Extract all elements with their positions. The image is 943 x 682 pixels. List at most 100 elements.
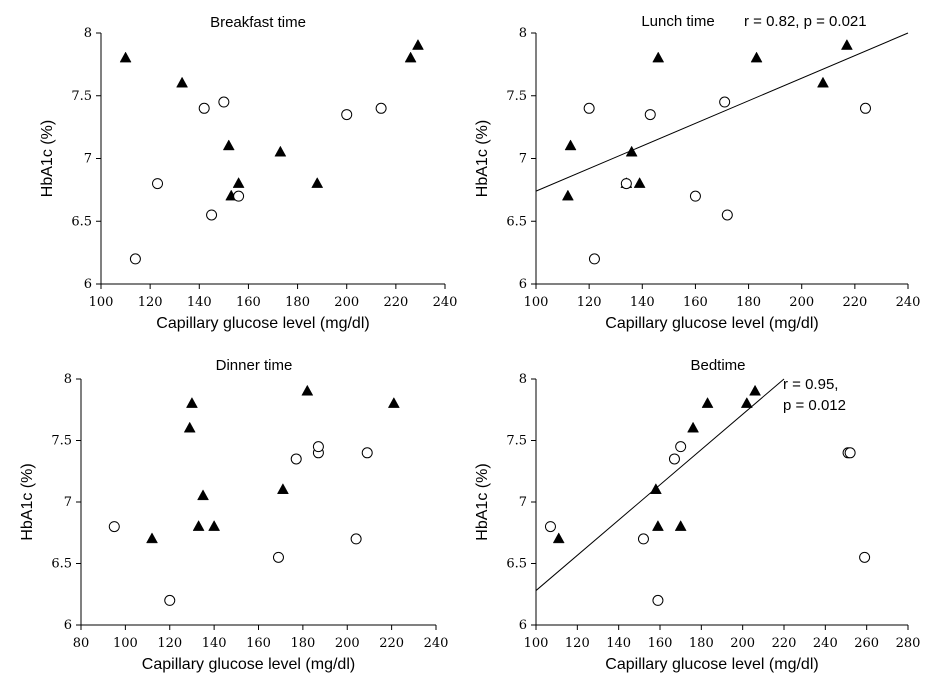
annotation-text: r = 0.95, — [783, 376, 838, 393]
y-tick-label: 8 — [519, 26, 527, 41]
y-axis-label: HbA1c (%) — [474, 120, 491, 197]
data-point-circle — [361, 447, 373, 459]
data-point-circle — [341, 109, 353, 121]
data-point-triangle — [404, 51, 417, 63]
data-point-circle — [233, 190, 245, 202]
data-point-triangle — [561, 189, 574, 201]
data-point-circle — [644, 109, 656, 121]
chart-title: Dinner time — [216, 357, 293, 374]
y-tick-label: 7.5 — [506, 434, 527, 449]
data-point-circle — [218, 96, 230, 108]
x-axis-label: Capillary glucose level (mg/dl) — [605, 656, 818, 673]
x-tick-label: 80 — [73, 636, 90, 651]
y-axis-label: HbA1c (%) — [19, 463, 36, 540]
x-tick-label: 160 — [648, 636, 673, 651]
data-point-circle — [719, 96, 731, 108]
y-tick-label: 8 — [64, 372, 72, 387]
data-point-circle — [544, 521, 556, 533]
x-tick-label: 180 — [736, 295, 761, 310]
regression-line — [535, 32, 909, 192]
data-point-triangle — [701, 397, 714, 408]
y-tick-label: 6.5 — [71, 214, 92, 229]
data-point-circle — [164, 594, 176, 606]
data-point-triangle — [192, 520, 205, 531]
y-tick-label: 6 — [64, 618, 72, 633]
y-tick-label: 7 — [64, 495, 72, 510]
x-tick-label: 140 — [606, 636, 631, 651]
x-tick-label: 180 — [285, 295, 310, 310]
x-tick-label: 140 — [187, 295, 212, 310]
y-tick-label: 7.5 — [51, 434, 72, 449]
data-point-triangle — [176, 76, 189, 88]
data-point-triangle — [674, 520, 687, 531]
x-tick-label: 240 — [813, 636, 838, 651]
data-point-triangle — [387, 397, 400, 408]
y-axis-label: HbA1c (%) — [474, 463, 491, 540]
data-point-circle — [859, 102, 871, 114]
data-point-triangle — [840, 39, 853, 50]
data-point-triangle — [625, 145, 638, 157]
data-point-circle — [152, 178, 164, 190]
annotation-text: p = 0.012 — [783, 397, 846, 414]
data-point-triangle — [740, 397, 753, 408]
x-tick-label: 100 — [524, 295, 549, 310]
data-point-circle — [129, 253, 141, 265]
data-point-triangle — [186, 397, 198, 408]
y-tick-label: 7 — [519, 495, 527, 510]
x-axis-label: Capillary glucose level (mg/dl) — [142, 656, 355, 673]
data-point-circle — [272, 551, 284, 563]
x-tick-label: 160 — [683, 295, 708, 310]
data-point-triangle — [552, 532, 565, 544]
panel-3: 100 120 140 160 180 200 220 240 260 280 6 6.5 7 7.5 8 B… — [474, 357, 920, 673]
x-tick-label: 100 — [89, 295, 114, 310]
data-point-triangle — [750, 51, 763, 63]
data-point-circle — [108, 521, 120, 533]
data-point-circle — [375, 102, 387, 114]
data-point-circle — [859, 551, 871, 563]
x-tick-label: 280 — [896, 636, 921, 651]
data-point-triangle — [652, 520, 664, 531]
x-axis-label: Capillary glucose level (mg/dl) — [605, 315, 818, 332]
x-tick-label: 120 — [157, 636, 182, 651]
data-point-circle — [844, 447, 856, 459]
y-tick-label: 6.5 — [506, 214, 527, 229]
regression-line — [535, 378, 785, 591]
y-tick-label: 6 — [84, 277, 92, 292]
data-point-circle — [620, 178, 632, 190]
x-tick-label: 140 — [630, 295, 655, 310]
x-tick-label: 160 — [246, 636, 271, 651]
data-point-circle — [198, 102, 210, 114]
data-point-circle — [689, 190, 701, 202]
data-point-circle — [290, 453, 302, 465]
chart-title: Lunch time — [641, 13, 714, 30]
x-tick-label: 120 — [577, 295, 602, 310]
data-point-circle — [350, 533, 362, 545]
y-tick-label: 7.5 — [71, 89, 92, 104]
chart-title: Breakfast time — [210, 14, 306, 31]
y-tick-label: 7.5 — [506, 89, 527, 104]
x-tick-label: 160 — [236, 295, 261, 310]
x-tick-label: 200 — [334, 295, 359, 310]
data-point-triangle — [276, 483, 289, 494]
x-tick-label: 220 — [383, 295, 408, 310]
data-point-triangle — [412, 39, 424, 50]
data-point-circle — [583, 102, 595, 114]
y-tick-label: 6.5 — [51, 557, 72, 572]
data-point-triangle — [119, 51, 132, 63]
x-tick-label: 200 — [789, 295, 814, 310]
data-point-triangle — [183, 421, 196, 433]
data-point-circle — [206, 209, 218, 221]
x-tick-label: 260 — [854, 636, 879, 651]
data-point-triangle — [687, 421, 699, 433]
x-tick-label: 220 — [379, 636, 404, 651]
data-point-triangle — [633, 177, 646, 188]
data-point-circle — [675, 441, 687, 453]
panel-2: 80 100 120 140 160 180 200 220 240 6 6.5 7 7.5 8 Dinne… — [19, 357, 448, 673]
x-tick-label: 200 — [730, 636, 755, 651]
data-point-triangle — [749, 384, 761, 396]
y-tick-label: 7 — [84, 152, 92, 167]
x-tick-label: 140 — [202, 636, 227, 651]
data-point-circle — [721, 209, 733, 221]
data-point-circle — [668, 453, 680, 465]
